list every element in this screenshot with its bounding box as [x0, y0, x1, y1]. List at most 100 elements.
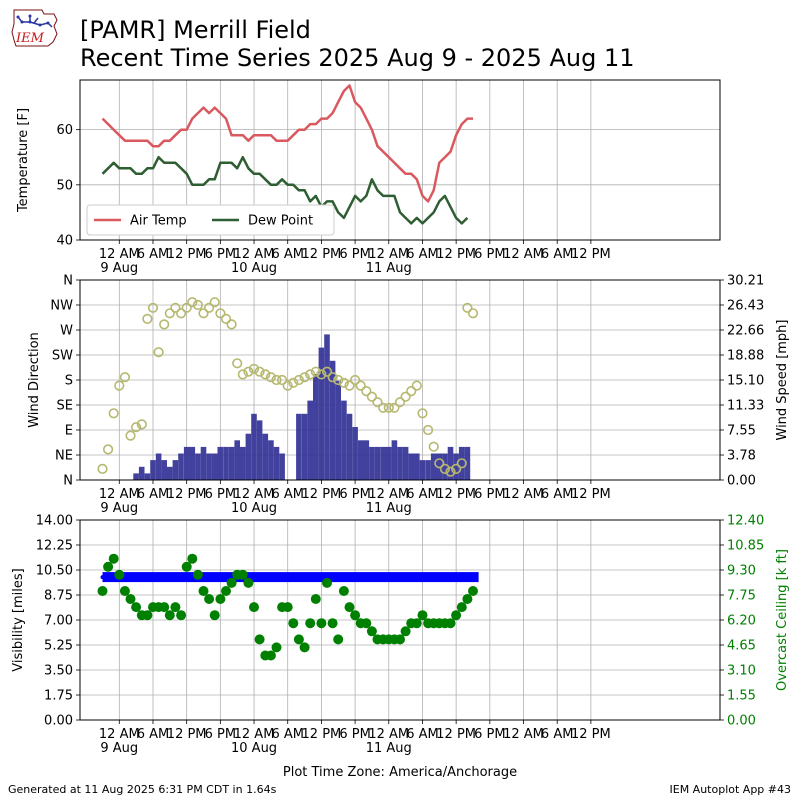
wind-direction-point: [248, 363, 260, 375]
y-tick-label-right: 26.43: [727, 299, 764, 314]
wind-speed-bar: [268, 440, 274, 480]
y-tick-label-right: 1.55: [727, 689, 756, 704]
visibility-point: [358, 575, 363, 580]
wind-direction-point: [411, 380, 422, 391]
x-tick-label: 6 AM: [137, 247, 170, 262]
x-tick-label: 12 PM: [302, 727, 342, 742]
y-tick-label-right: 4.65: [727, 639, 756, 654]
visibility-point: [471, 575, 475, 580]
x-tick-sublabel: 10 Aug: [231, 261, 277, 276]
x-tick-label: 12 AM: [234, 487, 275, 502]
ceiling-point: [249, 602, 259, 613]
wind-direction-point: [204, 302, 215, 313]
wind-direction-point: [271, 374, 282, 386]
ceiling-point: [271, 642, 282, 653]
wind-direction-point: [316, 369, 327, 380]
wind-direction-point: [282, 380, 293, 391]
wind-direction-point: [305, 369, 316, 380]
ceiling-point: [159, 602, 170, 613]
visibility-point: [431, 575, 436, 580]
visibility-point: [263, 575, 268, 580]
wind-speed-bar: [161, 460, 167, 480]
x-tick-label: 12 PM: [167, 727, 207, 742]
x-tick-label: 12 AM: [99, 487, 140, 502]
wind-speed-bar: [397, 446, 403, 480]
x-tick-sublabel: 11 Aug: [366, 501, 412, 516]
plot-frame: [79, 519, 721, 721]
visibility-point: [341, 575, 346, 580]
x-tick-label: 12 PM: [436, 727, 476, 742]
wind-direction-point: [293, 374, 305, 386]
ceiling-point: [350, 610, 361, 621]
visibility-band: [102, 572, 479, 583]
wind-speed-bar: [251, 413, 257, 480]
ceiling-point: [310, 594, 321, 604]
wind-direction-point: [114, 380, 125, 391]
wind-speed-bar: [346, 413, 353, 480]
y-tick-label-right: 18.88: [727, 349, 764, 364]
wind-speed-bar: [430, 453, 437, 480]
visibility-point: [386, 575, 391, 580]
wind-direction-point: [119, 372, 130, 383]
x-tick-label: 12 AM: [234, 247, 275, 262]
wind-speed-bar: [447, 446, 454, 480]
wind-direction-point: [237, 369, 248, 380]
wind-direction-point: [338, 377, 350, 388]
y-tick-label-right: 3.10: [727, 664, 756, 679]
wind-speed-bar: [318, 347, 325, 480]
wind-direction-point: [400, 391, 411, 402]
ceiling-point: [119, 586, 130, 596]
wind-direction-point: [108, 408, 119, 419]
series-line: [101, 84, 473, 203]
visibility-point: [381, 575, 386, 580]
x-tick-label: 12 PM: [571, 487, 611, 502]
ceiling-point: [445, 618, 456, 629]
y-tick-label: 12.25: [36, 539, 73, 554]
y-tick-label: 1.75: [44, 689, 73, 704]
visibility-point: [291, 575, 296, 580]
wind-speed-bar: [307, 400, 313, 480]
wind-speed-bar: [324, 334, 330, 480]
visibility-point: [364, 575, 369, 580]
x-tick-label: 6 PM: [205, 487, 236, 502]
wind-direction-point: [310, 366, 321, 377]
x-tick-label: 6 AM: [271, 247, 304, 262]
visibility-point: [179, 575, 184, 580]
wind-speed-bar: [374, 446, 381, 480]
wind-direction-point: [159, 319, 170, 330]
y-axis-label: Temperature [F]: [16, 108, 31, 213]
x-tick-sublabel: 9 Aug: [100, 261, 138, 276]
y-tick-label: N: [63, 274, 73, 289]
visibility-point: [459, 575, 464, 580]
wind-direction-point: [423, 424, 434, 436]
y-tick-label: 50: [56, 178, 73, 193]
y-tick-label: 7.00: [44, 614, 73, 629]
y-tick-label-right: 9.30: [727, 564, 756, 579]
ceiling-point: [282, 602, 293, 613]
wind-direction-point: [361, 386, 372, 397]
wind-direction-point: [344, 380, 355, 391]
ceiling-point: [327, 618, 338, 629]
visibility-point: [128, 575, 133, 580]
x-tick-label: 6 AM: [541, 727, 574, 742]
wind-speed-bar: [391, 440, 398, 480]
wind-speed-bar: [402, 446, 409, 480]
wind-direction-point: [333, 374, 344, 386]
wind-speed-bar: [357, 440, 364, 480]
wind-direction-point: [355, 380, 366, 391]
y-tick-label-right: 7.75: [727, 589, 756, 604]
x-tick-label: 12 AM: [234, 727, 275, 742]
x-tick-sublabel: 11 Aug: [366, 261, 412, 276]
wind-direction-point: [439, 463, 451, 475]
wind-speed-bar: [442, 453, 448, 480]
wind-speed-bar: [296, 413, 302, 480]
x-tick-label: 12 PM: [302, 487, 342, 502]
ceiling-point: [243, 577, 254, 588]
wind-speed-bar: [256, 420, 263, 480]
x-tick-label: 6 PM: [205, 727, 236, 742]
ceiling-point: [462, 594, 473, 604]
y-tick-label-right: 6.20: [727, 614, 756, 629]
wind-direction-point: [226, 319, 237, 330]
ceiling-point: [468, 586, 478, 596]
wind-direction-point: [428, 441, 439, 452]
